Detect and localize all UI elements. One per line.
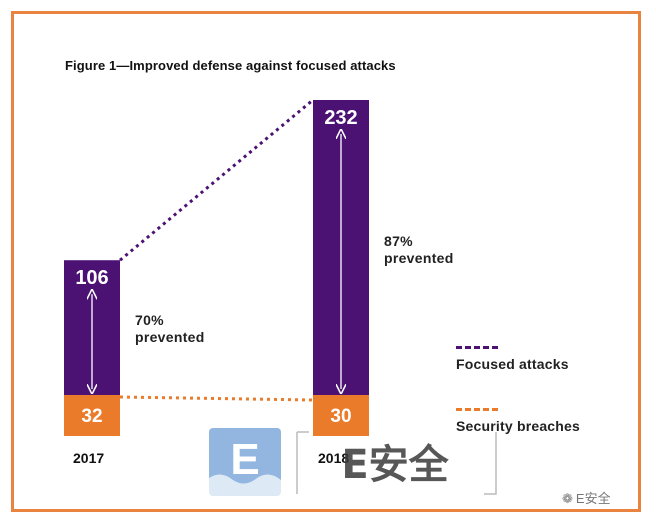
annotation-2017-text: prevented — [135, 329, 205, 345]
watermark-logo-graphic: E E安全 — [209, 428, 497, 496]
watermark-logo: E E安全 — [209, 426, 499, 503]
legend-swatch-security-breaches — [456, 408, 498, 411]
annotation-2018-text: prevented — [384, 250, 454, 266]
bar-security-breaches-2018 — [313, 395, 369, 436]
data-label-security-breaches-2017: 32 — [81, 406, 102, 427]
chart-frame — [11, 11, 641, 512]
footer-watermark-text: E安全 — [575, 491, 611, 506]
watermark-logo-letter: E — [230, 435, 259, 484]
annotation-2017: 70% prevented — [135, 312, 205, 346]
x-tick-label-2017: 2017 — [73, 450, 105, 466]
data-label-security-breaches-2018: 30 — [330, 406, 351, 427]
watermark-logo-text: E安全 — [341, 442, 449, 488]
annotation-2018-percent: 87% — [384, 233, 413, 249]
legend-label-security-breaches: Security breaches — [456, 418, 581, 434]
legend-label-focused-attacks: Focused attacks — [456, 356, 569, 372]
data-label-focused-attacks-2017: 106 — [75, 267, 108, 289]
bar-security-breaches-2017 — [64, 395, 120, 436]
annotation-2018: 87% prevented — [384, 233, 454, 267]
x-tick-label-2018: 2018 — [318, 450, 350, 466]
legend-item-focused-attacks: Focused attacks — [456, 346, 569, 372]
chart-title: Figure 1—Improved defense against focuse… — [65, 58, 396, 73]
trend-line-security-breaches — [119, 395, 314, 402]
trend-line-focused-attacks — [119, 98, 314, 262]
annotation-2017-percent: 70% — [135, 312, 164, 328]
wechat-icon: ❁ — [562, 491, 573, 506]
legend-item-security-breaches: Security breaches — [456, 408, 580, 434]
footer-watermark: ❁ E安全 — [562, 488, 611, 507]
legend-swatch-focused-attacks — [456, 346, 498, 349]
data-label-focused-attacks-2018: 232 — [324, 107, 357, 129]
